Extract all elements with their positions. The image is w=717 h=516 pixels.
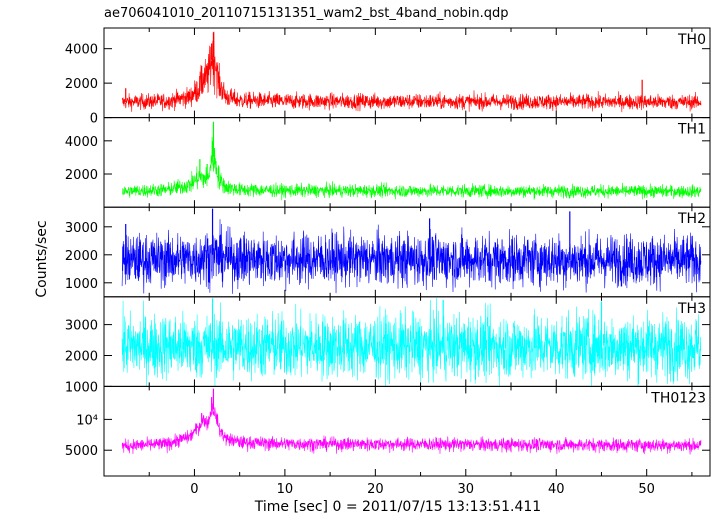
panel-label: TH0123	[650, 390, 706, 406]
y-tick-label: 10⁴	[76, 413, 98, 428]
y-tick-label: 1000	[65, 277, 98, 292]
series-peaks-th3	[211, 298, 603, 347]
x-tick-label: 10	[277, 482, 294, 497]
x-axis: 0 10 20 30 40 50	[190, 482, 655, 497]
panel-label: TH3	[677, 301, 706, 317]
y-tick-label: 4000	[65, 43, 98, 58]
y-tick-label: 2000	[65, 77, 98, 92]
y-tick-label: 2000	[65, 249, 98, 264]
panels: TH0020004000TH120004000TH2100020003000TH…	[65, 27, 711, 497]
series-peaks-th0	[125, 32, 643, 103]
series-line-th1	[121, 136, 702, 201]
series-line-th3	[121, 298, 702, 387]
x-axis-label: Time [sec] 0 = 2011/07/15 13:13:51.411	[254, 499, 541, 515]
y-tick-label: 3000	[65, 221, 98, 236]
series-peaks-th1	[199, 121, 215, 179]
y-tick-label: 2000	[65, 350, 98, 365]
panel-frame	[103, 385, 711, 477]
y-axis-label: Counts/sec	[34, 220, 50, 297]
series-line-th2	[121, 219, 702, 294]
x-tick-label: 30	[458, 482, 475, 497]
panel-th0123: TH0123 5000 10⁴	[65, 385, 711, 477]
y-tick-label: 0	[90, 112, 98, 127]
y-tick-label: 1000	[65, 380, 98, 395]
panel-th2: TH2 1000 2000 3000	[65, 206, 711, 298]
panel-th0: TH0 0 2000 4000	[65, 27, 711, 127]
y-tick-label: 5000	[65, 444, 98, 459]
series-peaks-th2	[125, 208, 571, 261]
y-tick-label: 4000	[65, 135, 98, 150]
x-tick-label: 40	[548, 482, 565, 497]
panel-th1: TH1 2000 4000	[65, 117, 711, 208]
series-line-th0	[121, 31, 702, 113]
panel-label: TH0	[677, 32, 706, 48]
series-line-th0123	[121, 403, 702, 455]
panel-label: TH2	[677, 211, 706, 227]
chart-title: ae706041010_20110715131351_wam2_bst_4ban…	[104, 6, 509, 21]
panel-th3: TH3 1000 2000 3000	[65, 296, 711, 395]
y-tick-label: 3000	[65, 319, 98, 334]
x-tick-label: 20	[367, 482, 384, 497]
x-tick-label: 0	[190, 482, 198, 497]
panel-frame	[103, 27, 711, 119]
x-tick-label: 50	[638, 482, 655, 497]
y-tick-label: 2000	[65, 168, 98, 183]
series-peaks-th0123	[201, 388, 215, 423]
panel-label: TH1	[677, 122, 706, 138]
